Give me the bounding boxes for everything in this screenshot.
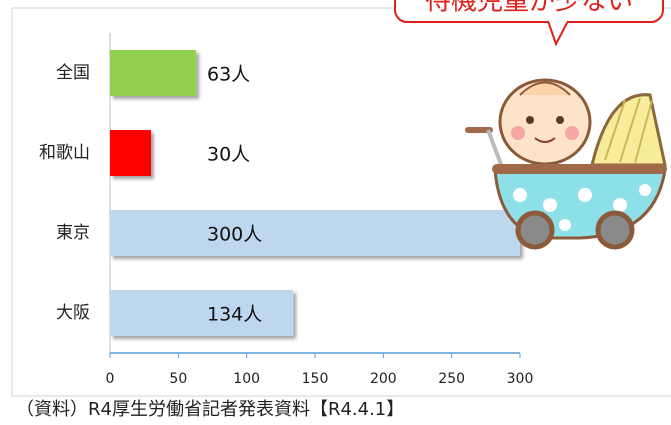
- bubble-text: 待機児童が少ない: [425, 0, 633, 17]
- y-tick-label: 全国: [56, 63, 90, 83]
- source-note: （資料）R4厚生労働省記者発表資料【R4.4.1】: [16, 399, 404, 420]
- value-label: 30人: [207, 144, 250, 166]
- x-tick-label: 200: [370, 371, 397, 387]
- x-tick-label: 300: [507, 371, 534, 387]
- value-label: 300人: [207, 224, 262, 246]
- speech-bubble: [394, 0, 664, 23]
- y-tick-label: 東京: [56, 223, 90, 243]
- chart-frame: [11, 7, 671, 397]
- x-tick-label: 0: [106, 371, 115, 387]
- value-label: 134人: [207, 304, 262, 326]
- x-tick-label: 50: [169, 371, 187, 387]
- x-tick-label: 250: [438, 371, 465, 387]
- bar: [110, 290, 294, 336]
- bar: [110, 210, 520, 256]
- bubble-tail-mask: [549, 16, 567, 22]
- bar: [110, 50, 197, 96]
- x-tick-label: 150: [302, 371, 329, 387]
- bar: [110, 130, 151, 176]
- x-tick-label: 100: [233, 371, 260, 387]
- value-label: 63人: [207, 64, 250, 86]
- bubble-tail: [547, 20, 569, 47]
- y-tick-label: 和歌山: [39, 143, 90, 163]
- y-tick-label: 大阪: [56, 303, 90, 323]
- baby-illustration: [465, 78, 667, 250]
